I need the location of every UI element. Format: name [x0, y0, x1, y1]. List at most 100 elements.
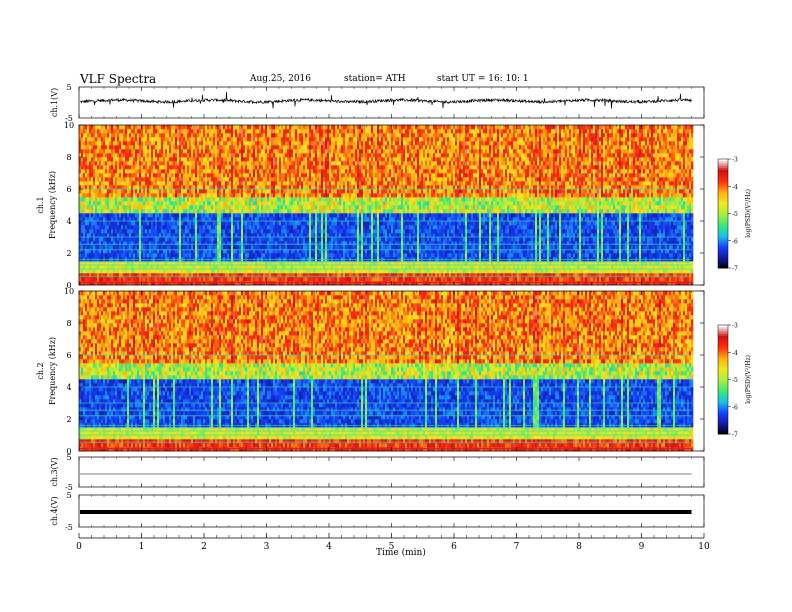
spectrogram-cell [307, 241, 309, 245]
spectrogram-cell [279, 125, 281, 129]
spectrogram-cell [167, 209, 169, 213]
spectrogram-cell [241, 245, 243, 249]
spectrogram-cell [285, 161, 287, 165]
spectrogram-cell [119, 173, 121, 177]
spectrogram-cell [81, 241, 83, 245]
spectrogram-cell [149, 237, 151, 241]
spectrogram-cell [173, 157, 175, 161]
spectrogram-cell [271, 125, 273, 129]
spectrogram-cell [235, 173, 237, 177]
spectrogram-cell [263, 277, 265, 281]
spectrogram-cell [119, 149, 121, 153]
spectrogram-cell [209, 197, 211, 201]
spectrogram-cell [321, 245, 323, 249]
spectrogram-cell [303, 221, 305, 225]
spectrogram-cell [181, 209, 183, 213]
spectrogram-cell [235, 193, 237, 197]
spectrogram-cell [151, 181, 153, 185]
spectrogram-cell [107, 173, 109, 177]
spectrogram-cell [119, 225, 121, 229]
spectrogram-cell [211, 277, 213, 281]
spectrogram-cell [251, 133, 253, 137]
spectrogram-cell [231, 141, 233, 145]
spectrogram-cell [249, 197, 251, 201]
spectrogram-cell [301, 157, 303, 161]
spectrogram-cell [315, 173, 317, 177]
spectrogram-cell [261, 225, 263, 229]
spectrogram-cell [257, 237, 259, 241]
spectrogram-cell [265, 213, 267, 217]
spectrogram-cell [307, 245, 309, 249]
spectrogram-cell [211, 169, 213, 173]
spectrogram-cell [221, 213, 223, 217]
spectrogram-cell [301, 253, 303, 257]
spectrogram-cell [249, 161, 251, 165]
spectrogram-cell [187, 161, 189, 165]
spectrogram-cell [149, 273, 151, 277]
spectrogram-cell [287, 205, 289, 209]
spectrogram-cell [81, 201, 83, 205]
spectrogram-cell [255, 161, 257, 165]
spectrogram-cell [305, 209, 307, 213]
spectrogram-cell [209, 201, 211, 205]
spectrogram-cell [173, 133, 175, 137]
spectrogram-cell [83, 193, 85, 197]
spectrogram-cell [103, 173, 105, 177]
spectrogram-cell [199, 209, 201, 213]
spectrogram-cell [189, 133, 191, 137]
spectrogram-cell [217, 133, 219, 137]
spectrogram-cell [113, 177, 115, 181]
spectrogram-cell [239, 245, 241, 249]
spectrogram-cell [321, 221, 323, 225]
spectrogram-cell [131, 213, 133, 217]
spectrogram-cell [151, 125, 153, 129]
spectrogram-cell [171, 161, 173, 165]
spectrogram-cell [231, 169, 233, 173]
spectrogram-cell [83, 201, 85, 205]
spectrogram-cell [207, 145, 209, 149]
spectrogram-cell [255, 125, 257, 129]
spectrogram-cell [255, 213, 257, 217]
spectrogram-cell [173, 145, 175, 149]
spectrogram-cell [111, 209, 113, 213]
spectrogram-cell [221, 149, 223, 153]
spectrogram-cell [83, 145, 85, 149]
spectrogram-cell [177, 181, 179, 185]
spectrogram-cell [177, 229, 179, 233]
spectrogram-cell [295, 189, 297, 193]
spectrogram-cell [91, 189, 93, 193]
spectrogram-cell [135, 205, 137, 209]
spectrogram-cell [211, 157, 213, 161]
spectrogram-cell [149, 161, 151, 165]
spectrogram-cell [205, 221, 207, 225]
spectrogram-cell [239, 253, 241, 257]
spectrogram-cell [171, 245, 173, 249]
spectrogram-cell [99, 129, 101, 133]
spectrogram-cell [83, 157, 85, 161]
spectrogram-cell [261, 201, 263, 205]
spectrogram-cell [309, 197, 311, 201]
spectrogram-cell [259, 157, 261, 161]
spectrogram-cell [93, 237, 95, 241]
spectrogram-cell [81, 149, 83, 153]
spectrogram-cell [235, 221, 237, 225]
spectrogram-cell [287, 213, 289, 217]
spectrogram-cell [141, 225, 143, 229]
spectrogram-cell [139, 245, 141, 249]
spectrogram-cell [211, 197, 213, 201]
spectrogram-cell [249, 205, 251, 209]
spectrogram-cell [129, 253, 131, 257]
spectrogram-cell [255, 269, 257, 273]
spectrogram-cell [169, 205, 171, 209]
spectrogram-cell [145, 229, 147, 233]
spectrogram-cell [133, 125, 135, 129]
spectrogram-cell [185, 181, 187, 185]
spectrogram-cell [179, 181, 181, 185]
spectrogram-cell [307, 149, 309, 153]
spectrogram-cell [185, 169, 187, 173]
spectrogram-cell [279, 189, 281, 193]
spectrogram-cell [307, 205, 309, 209]
spectrogram-cell [251, 197, 253, 201]
spectrogram-cell [91, 245, 93, 249]
spectrogram-cell [83, 221, 85, 225]
